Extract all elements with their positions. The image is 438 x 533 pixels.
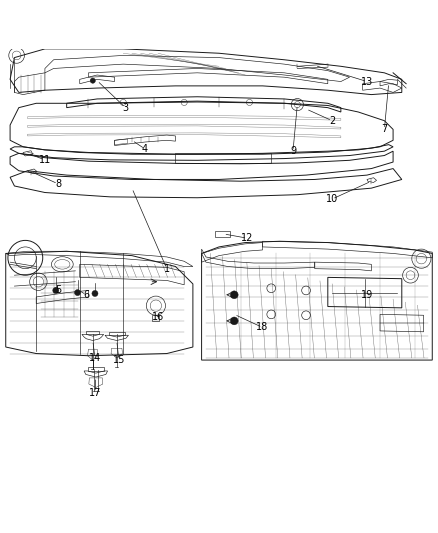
Text: 6: 6 xyxy=(83,290,89,300)
Text: 11: 11 xyxy=(39,155,51,165)
Circle shape xyxy=(92,290,98,296)
Circle shape xyxy=(53,287,59,294)
Text: 10: 10 xyxy=(326,194,338,204)
Text: 17: 17 xyxy=(89,387,101,398)
Text: 3: 3 xyxy=(122,103,128,112)
Circle shape xyxy=(74,289,81,296)
Text: 19: 19 xyxy=(361,290,373,300)
Text: 15: 15 xyxy=(113,355,125,365)
Circle shape xyxy=(90,78,95,83)
Text: 16: 16 xyxy=(152,312,164,321)
Text: 7: 7 xyxy=(381,124,388,134)
Circle shape xyxy=(230,317,238,325)
Text: 18: 18 xyxy=(256,322,268,333)
Text: 14: 14 xyxy=(89,353,101,363)
Text: 2: 2 xyxy=(329,116,335,126)
Text: 12: 12 xyxy=(241,233,254,243)
Text: 9: 9 xyxy=(290,146,296,156)
Text: 13: 13 xyxy=(361,77,373,86)
Text: 5: 5 xyxy=(55,286,61,295)
Text: 8: 8 xyxy=(55,179,61,189)
Text: 1: 1 xyxy=(164,264,170,273)
Circle shape xyxy=(230,291,238,298)
Text: 4: 4 xyxy=(142,144,148,154)
